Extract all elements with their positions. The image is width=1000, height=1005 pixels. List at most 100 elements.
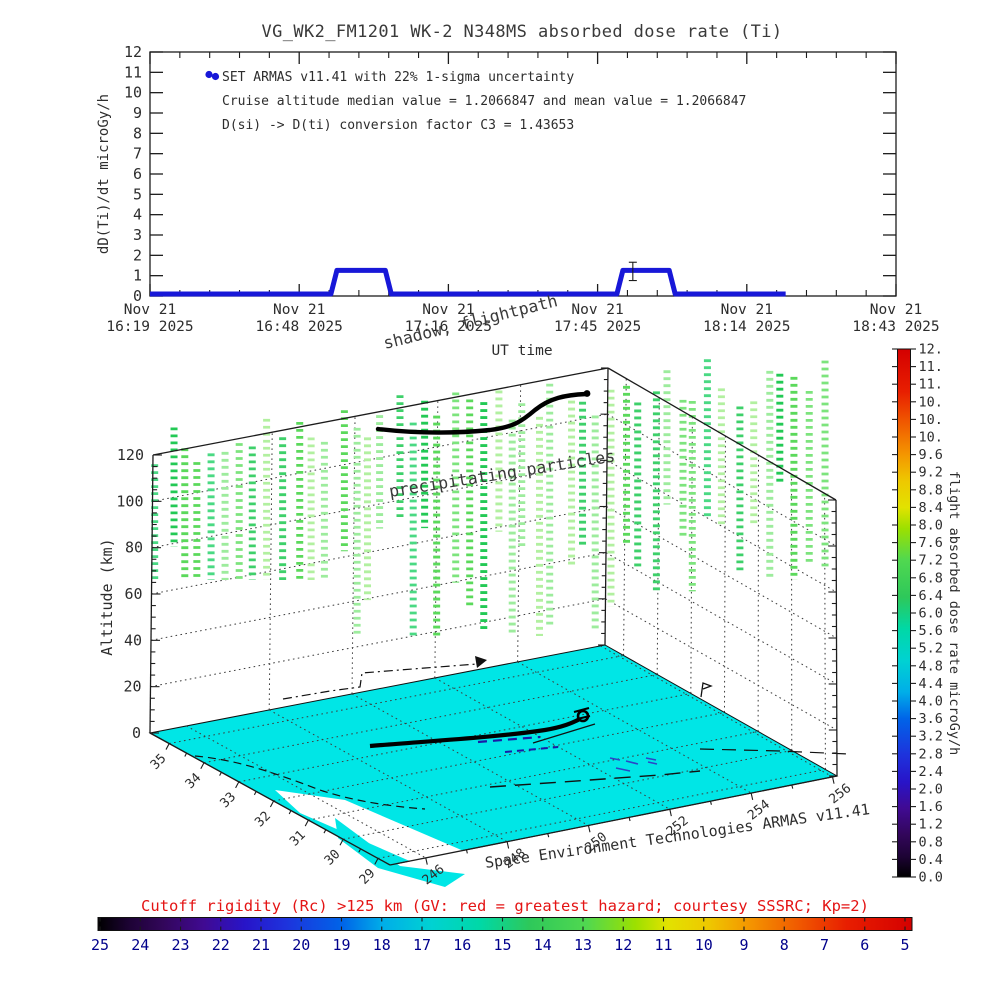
lat-tick-label: 31 xyxy=(287,828,309,850)
cutoff-rigidity-caption: Cutoff rigidity (Rc) >125 km (GV: red = … xyxy=(141,897,869,915)
alt-tick-label: 80 xyxy=(125,539,143,557)
colorbar-tick-label: 9.2 xyxy=(919,465,943,481)
colorbar-tick-label: 6.8 xyxy=(919,570,943,586)
colorbar-tick-label: 8.0 xyxy=(919,518,943,534)
colorbar-tick-label: 4.8 xyxy=(919,658,943,674)
lon-tick xyxy=(588,825,590,832)
lon-tick-minor xyxy=(792,785,793,789)
cutoff-number: 23 xyxy=(171,936,189,954)
colorbar-tick-label: 9.6 xyxy=(919,447,943,463)
colorbar-tick-label: 4.0 xyxy=(919,694,943,710)
lat-tick-label: 30 xyxy=(322,847,344,869)
cutoff-number: 25 xyxy=(91,936,109,954)
colorbar-tick-label: 10. xyxy=(919,394,943,410)
ytick-label: 11 xyxy=(124,63,142,81)
cutoff-number: 10 xyxy=(695,936,713,954)
ytick-label: 6 xyxy=(133,165,142,183)
xtick-date: Nov 21 xyxy=(721,302,773,318)
cutoff-rigidity-floor xyxy=(150,645,837,887)
lat-tick-label: 35 xyxy=(148,751,170,773)
lon-tick xyxy=(751,793,753,800)
legend-dot-icon xyxy=(205,71,212,78)
colorbar-tick-label: 0.8 xyxy=(919,834,943,850)
xtick-date: Nov 21 xyxy=(124,302,176,318)
dose-rate-colorbar: 12.11.11.10.10.10.9.69.28.88.48.07.67.26… xyxy=(892,342,962,886)
cutoff-number: 6 xyxy=(860,936,869,954)
contour-flag-mark xyxy=(701,683,711,697)
colorbar-tick-label: 10. xyxy=(919,430,943,446)
colorbar-tick-label: 6.4 xyxy=(919,588,943,604)
ytick-label: 10 xyxy=(124,84,142,102)
lat-tick-minor xyxy=(185,753,187,756)
ytick-label: 8 xyxy=(133,124,142,142)
lat-tick-label: 33 xyxy=(217,790,239,812)
top-plot-frame xyxy=(150,52,896,296)
colorbar-tick-label: 2.0 xyxy=(919,782,943,798)
lat-tick xyxy=(236,782,239,788)
lat-tick xyxy=(201,763,204,769)
ytick-label: 2 xyxy=(133,246,142,264)
colorbar-gradient xyxy=(898,349,911,877)
colorbar-tick-label: 10. xyxy=(919,412,943,428)
lon-tick-minor xyxy=(548,834,549,838)
cutoff-rigidity-gradient xyxy=(98,918,912,931)
colorbar-tick-label: 0.0 xyxy=(919,870,943,886)
ytick-label: 1 xyxy=(133,267,142,285)
colorbar-tick-label: 3.6 xyxy=(919,711,943,727)
contour-arrow xyxy=(475,656,487,668)
lat-tick-minor xyxy=(254,791,256,794)
cutoff-number: 21 xyxy=(252,936,270,954)
xtick-date: Nov 21 xyxy=(870,302,922,318)
lon-tick xyxy=(670,809,672,816)
xtick-time: 18:43 2025 xyxy=(852,319,939,335)
colorbar-tick-label: 8.4 xyxy=(919,500,943,516)
colorbar-tick-label: 5.6 xyxy=(919,623,943,639)
cutoff-number: 15 xyxy=(493,936,511,954)
flightpath-endpoint xyxy=(584,390,591,397)
cutoff-number: 9 xyxy=(739,936,748,954)
alt-tick-label: 120 xyxy=(117,446,144,464)
alt-tick-label: 40 xyxy=(124,631,142,649)
precipitating-particle-columns xyxy=(155,359,825,636)
alt-tick-label: 100 xyxy=(116,492,143,510)
lon-tick xyxy=(507,842,509,849)
lat-tick-label: 34 xyxy=(183,770,205,792)
colorbar-tick-label: 6.0 xyxy=(919,606,943,622)
dose-rate-series xyxy=(150,262,786,294)
flightpath-track xyxy=(378,394,586,433)
colorbar-tick-label: 11. xyxy=(919,359,943,375)
annotation-uncertainty: SET ARMAS v11.41 with 22% 1-sigma uncert… xyxy=(222,70,574,85)
alt-tick-label: 0 xyxy=(132,724,141,742)
colorbar-tick-label: 11. xyxy=(919,377,943,393)
lat-tick-minor xyxy=(220,772,222,775)
cutoff-number: 24 xyxy=(131,936,149,954)
xtick-time: 16:19 2025 xyxy=(106,319,193,335)
ytick-label: 4 xyxy=(133,206,142,224)
cutoff-number: 20 xyxy=(292,936,310,954)
cutoff-rigidity-legend: Cutoff rigidity (Rc) >125 km (GV: red = … xyxy=(91,897,912,954)
ytick-label: 7 xyxy=(133,145,142,163)
lat-tick xyxy=(305,820,308,826)
cutoff-number: 5 xyxy=(900,936,909,954)
cutoff-number: 13 xyxy=(574,936,592,954)
cutoff-number: 17 xyxy=(413,936,431,954)
colorbar-axis-label: flight absorbed dose rate microGy/h xyxy=(946,471,962,755)
lat-tick-minor xyxy=(324,830,326,833)
xtick-date: Nov 21 xyxy=(571,302,623,318)
colorbar-tick-label: 7.6 xyxy=(919,535,943,551)
lat-tick-minor xyxy=(289,811,291,814)
lon-tick xyxy=(833,777,835,784)
colorbar-tick-label: 8.8 xyxy=(919,482,943,498)
dose-rate-line xyxy=(150,270,786,294)
ytick-label: 5 xyxy=(133,185,142,203)
cutoff-number: 22 xyxy=(212,936,230,954)
cutoff-number: 14 xyxy=(534,936,552,954)
cutoff-number: 18 xyxy=(373,936,391,954)
lat-tick-label: 32 xyxy=(252,809,274,831)
colorbar-tick-label: 0.4 xyxy=(919,852,943,868)
box-edge xyxy=(153,368,608,455)
cutoff-number: 7 xyxy=(820,936,829,954)
xtick-time: 17:45 2025 xyxy=(554,319,641,335)
